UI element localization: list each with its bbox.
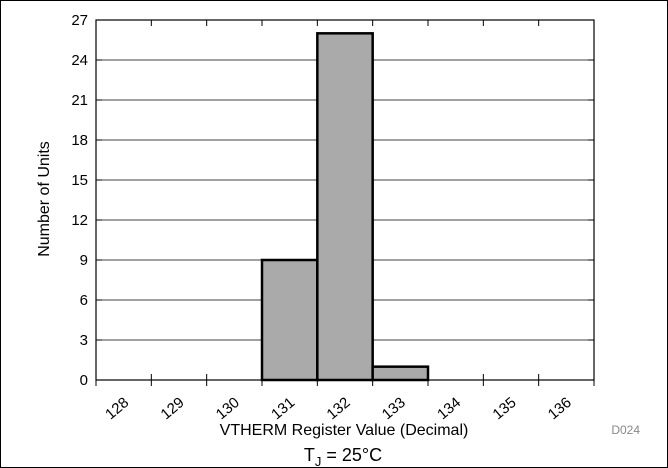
condition-value: = 25°C (321, 445, 382, 465)
y-tick-label: 12 (71, 212, 88, 229)
y-tick-label: 27 (71, 12, 88, 29)
x-tick-label: 132 (323, 394, 353, 423)
bar-133 (371, 365, 430, 382)
x-tick-label: 130 (213, 394, 243, 423)
bar-132 (316, 32, 374, 382)
bar-131 (260, 258, 319, 382)
x-tick-label: 135 (489, 394, 519, 423)
temperature-condition: TJ = 25°C (304, 445, 382, 468)
x-tick-label: 129 (157, 394, 187, 423)
y-tick-labels: 0 3 6 9 12 15 18 21 24 27 (71, 12, 88, 389)
bars (260, 32, 430, 382)
x-tick-label: 131 (268, 394, 298, 423)
x-tick-label: 128 (102, 394, 132, 423)
x-tick-label: 134 (434, 394, 464, 423)
x-tick-label: 133 (379, 394, 409, 423)
x-tick-labels: 128 129 130 131 132 133 134 135 136 (102, 394, 575, 423)
y-tick-label: 0 (80, 372, 88, 389)
y-tick-label: 6 (80, 292, 88, 309)
condition-subscript: J (315, 454, 322, 468)
x-tick-label: 136 (545, 394, 575, 423)
y-tick-label: 21 (71, 92, 88, 109)
condition-symbol: T (304, 445, 315, 465)
figure-code: D024 (611, 423, 640, 437)
y-tick-label: 24 (71, 52, 88, 69)
axis-ticks (95, 19, 595, 386)
y-axis-title: Number of Units (36, 141, 53, 257)
y-tick-label: 3 (80, 332, 88, 349)
y-tick-label: 18 (71, 132, 88, 149)
plot-area-border (95, 19, 595, 381)
x-axis-title: VTHERM Register Value (Decimal) (220, 422, 469, 439)
y-tick-label: 9 (80, 252, 88, 269)
y-tick-label: 15 (71, 172, 88, 189)
